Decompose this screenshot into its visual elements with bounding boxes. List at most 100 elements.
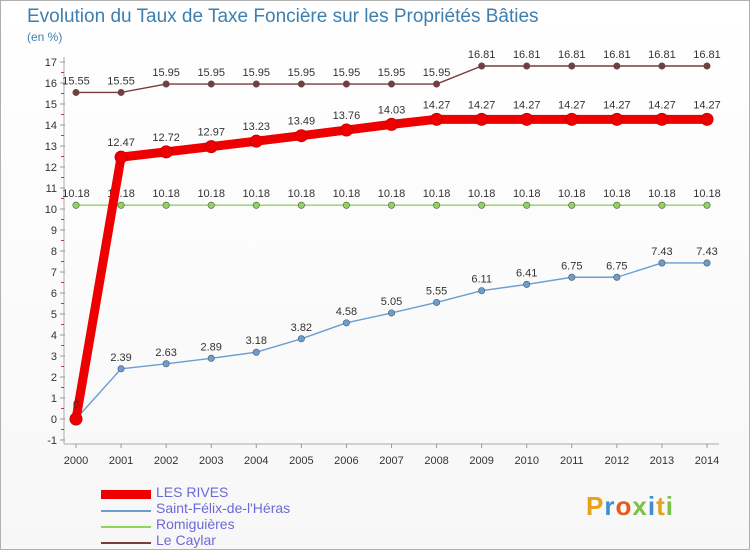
legend-swatch [101,542,151,544]
x-tick-label: 2013 [650,455,674,467]
data-label: 10.18 [378,188,406,200]
x-tick-label: 2012 [605,455,629,467]
legend-label: Romiguières [156,516,235,532]
data-label: 10.18 [423,188,451,200]
data-point [703,201,711,209]
logo-letter: P [586,491,605,521]
data-point [700,112,714,126]
data-label: 16.81 [693,49,721,61]
data-label: 6.75 [561,260,582,272]
data-point [297,80,305,88]
data-label: 10.18 [243,188,271,200]
data-label: 10.18 [693,188,721,200]
data-point [114,150,128,164]
data-point [613,273,621,281]
data-label: 13.49 [288,116,316,128]
x-tick-label: 2004 [244,455,268,467]
y-tick-label: 3 [51,351,57,363]
y-tick-label: 13 [45,141,57,153]
y-tick-label: 0 [51,414,57,426]
legend-swatch [101,526,151,528]
data-point [162,360,170,368]
y-tick-label: 5 [51,309,57,321]
y-tick-label: 15 [45,99,57,111]
data-point [433,80,441,88]
data-label: 7.43 [651,246,672,258]
x-tick-label: 2009 [469,455,493,467]
data-point [72,201,80,209]
y-tick-label: 2 [51,372,57,384]
y-tick-label: 16 [45,78,57,90]
data-label: 3.82 [291,322,312,334]
logo-letter: t [656,491,666,521]
data-point [207,201,215,209]
x-tick-label: 2008 [424,455,448,467]
x-tick-label: 2007 [379,455,403,467]
x-tick-label: 2005 [289,455,313,467]
data-point [342,201,350,209]
x-tick-label: 2000 [64,455,88,467]
data-point [430,112,444,126]
x-tick-label: 2006 [334,455,358,467]
data-label: 10.18 [152,188,180,200]
data-point [385,117,398,131]
data-label: 12.47 [107,137,135,149]
data-label: 15.55 [107,75,135,87]
logo-letter: i [665,491,674,521]
data-point [433,298,441,306]
x-tick-label: 2001 [109,455,133,467]
data-label: 6.41 [516,267,537,279]
data-label: 6.11 [471,274,492,286]
data-label: 14.27 [423,99,451,111]
y-tick-label: 6 [51,288,57,300]
data-point [117,365,125,373]
y-tick-label: 1 [51,393,57,405]
data-point [658,201,666,209]
data-point [249,134,263,148]
data-point [613,201,621,209]
data-point [613,62,621,70]
data-label: 10.18 [513,188,541,200]
data-label: 14.27 [693,99,721,111]
y-tick-label: 9 [51,225,57,237]
data-point [565,112,579,126]
logo-letter: r [604,491,616,521]
data-label: 15.95 [197,67,225,79]
data-label: 10.18 [333,188,361,200]
data-point [568,273,576,281]
data-point [478,62,486,70]
data-point [387,201,395,209]
data-point [297,335,305,343]
data-label: 7.43 [696,246,717,258]
data-label: 5.05 [381,296,402,308]
logo-letter: i [647,491,657,521]
data-point [297,201,305,209]
data-label: 16.81 [558,49,586,61]
data-label: 2.39 [110,352,131,364]
data-point [69,412,83,426]
legend-label: LES RIVES [156,484,229,500]
data-point [387,80,395,88]
x-tick-label: 2014 [695,455,719,467]
data-point [523,62,531,70]
y-unit-label: (en %) [27,30,63,44]
data-point [478,201,486,209]
data-label: 16.81 [603,49,631,61]
data-label: 10.18 [468,188,496,200]
data-label: 14.27 [603,99,631,111]
data-label: 14.27 [513,99,541,111]
data-label: 15.95 [243,67,271,79]
data-point [162,201,170,209]
data-point [478,287,486,295]
chart-title: Evolution du Taux de Taxe Foncière sur l… [27,6,539,27]
data-label: 6.75 [606,260,627,272]
data-label: 15.95 [288,67,316,79]
data-point [703,259,711,267]
data-point [655,112,669,126]
data-point [658,62,666,70]
data-point [475,112,489,126]
x-tick-label: 2002 [154,455,178,467]
data-point [252,348,260,356]
data-label: 10.18 [603,188,631,200]
